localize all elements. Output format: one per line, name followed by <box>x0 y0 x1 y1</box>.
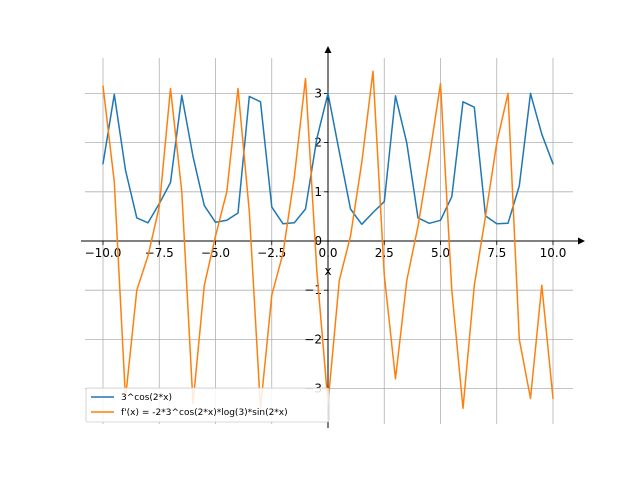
x-axis-label: x <box>324 264 331 278</box>
x-tick-label-3: −2.5 <box>257 246 286 260</box>
x-tick-label-6: 5.0 <box>431 246 450 260</box>
axes <box>81 46 585 428</box>
y-axis-arrow <box>324 46 332 53</box>
x-tick-label-0: −10.0 <box>85 246 122 260</box>
y-tick-label-1: −2 <box>304 332 322 346</box>
legend-label-1: f'(x) = -2*3^cos(2*x)*log(3)*sin(2*x) <box>121 408 288 418</box>
x-tick-label-8: 10.0 <box>540 246 567 260</box>
legend: 3^cos(2*x) f'(x) = -2*3^cos(2*x)*log(3)*s… <box>85 387 330 423</box>
y-tick-label-5: 2 <box>314 136 322 150</box>
x-axis-arrow <box>578 237 585 245</box>
x-tick-label-5: 2.5 <box>375 246 394 260</box>
series-0 <box>102 92 554 226</box>
x-tick-label-7: 7.5 <box>487 246 506 260</box>
tick-labels: −10.0−7.5−5.0−2.50.02.55.07.510.0−3−2−10… <box>85 86 567 395</box>
x-tick-label-1: −7.5 <box>145 246 174 260</box>
legend-label-0: 3^cos(2*x) <box>121 393 172 403</box>
x-tick-label-4: 0.0 <box>318 246 337 260</box>
x-tick-label-2: −5.0 <box>201 246 230 260</box>
legend-box <box>85 387 330 423</box>
y-tick-label-6: 3 <box>314 86 322 100</box>
y-tick-label-3: 0 <box>314 234 322 248</box>
y-tick-label-4: 1 <box>314 185 322 199</box>
